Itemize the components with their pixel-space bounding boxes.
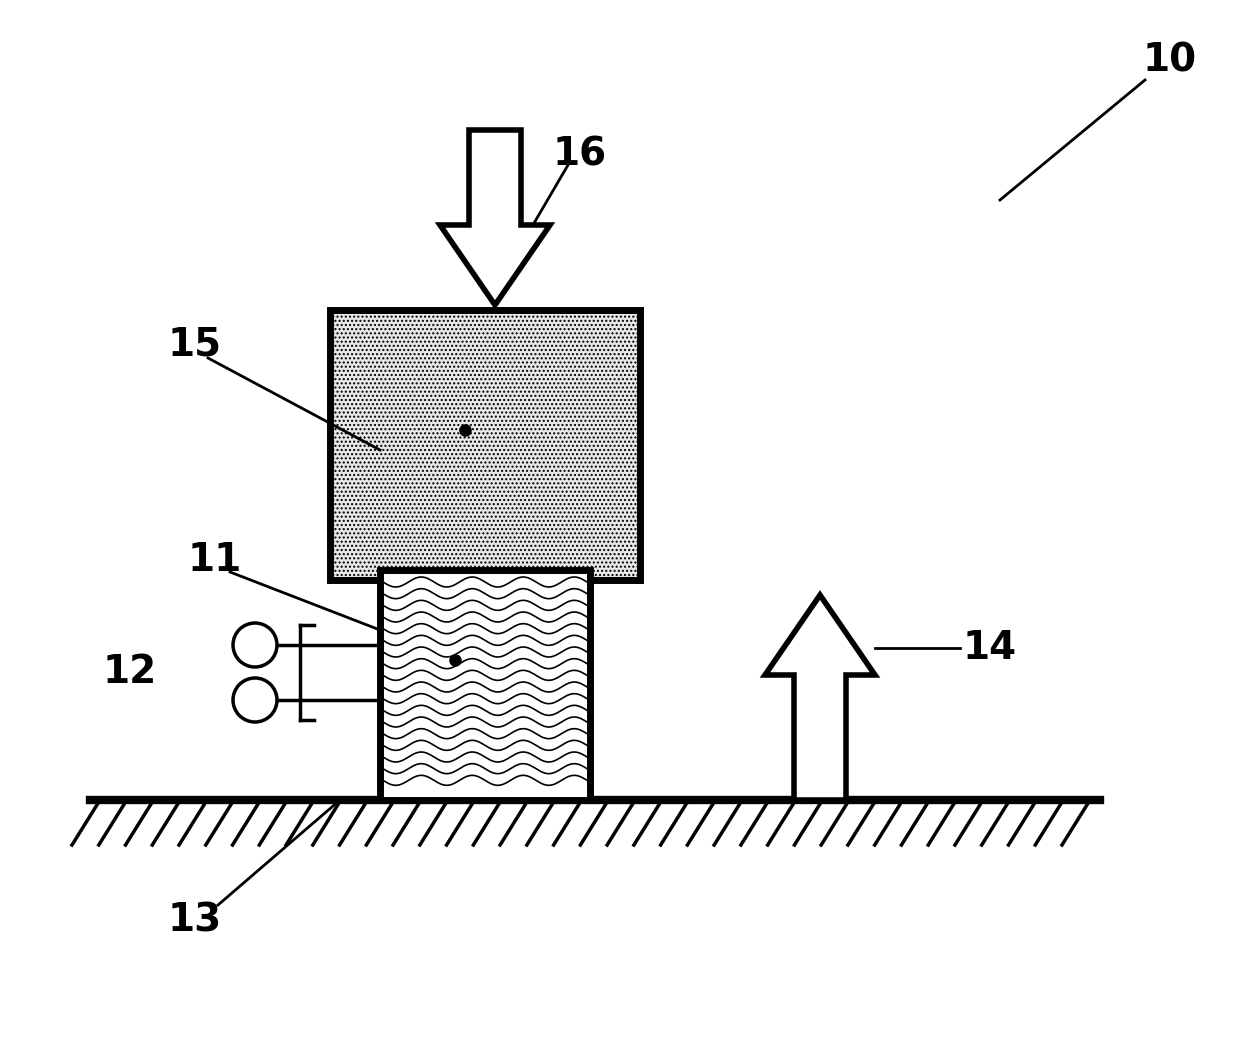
Text: 10: 10 xyxy=(1143,41,1197,79)
Circle shape xyxy=(233,678,277,722)
Text: 15: 15 xyxy=(167,326,222,364)
Text: 13: 13 xyxy=(167,901,222,939)
Bar xyxy=(330,310,640,579)
Bar xyxy=(379,570,590,800)
Circle shape xyxy=(233,623,277,667)
Polygon shape xyxy=(440,130,551,305)
Text: 16: 16 xyxy=(553,136,608,174)
Text: 12: 12 xyxy=(103,653,157,691)
Text: 14: 14 xyxy=(963,629,1017,667)
Text: 11: 11 xyxy=(188,541,242,579)
Polygon shape xyxy=(765,595,875,800)
